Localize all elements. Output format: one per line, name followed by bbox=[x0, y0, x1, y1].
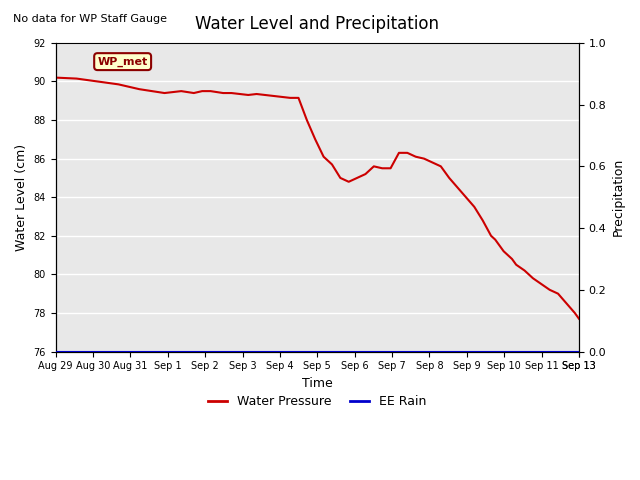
X-axis label: Time: Time bbox=[302, 377, 333, 390]
Legend: Water Pressure, EE Rain: Water Pressure, EE Rain bbox=[204, 390, 431, 413]
Title: Water Level and Precipitation: Water Level and Precipitation bbox=[195, 15, 439, 33]
Text: WP_met: WP_met bbox=[97, 57, 148, 67]
Text: No data for WP Staff Gauge: No data for WP Staff Gauge bbox=[13, 14, 167, 24]
Y-axis label: Water Level (cm): Water Level (cm) bbox=[15, 144, 28, 251]
Y-axis label: Precipitation: Precipitation bbox=[612, 158, 625, 236]
